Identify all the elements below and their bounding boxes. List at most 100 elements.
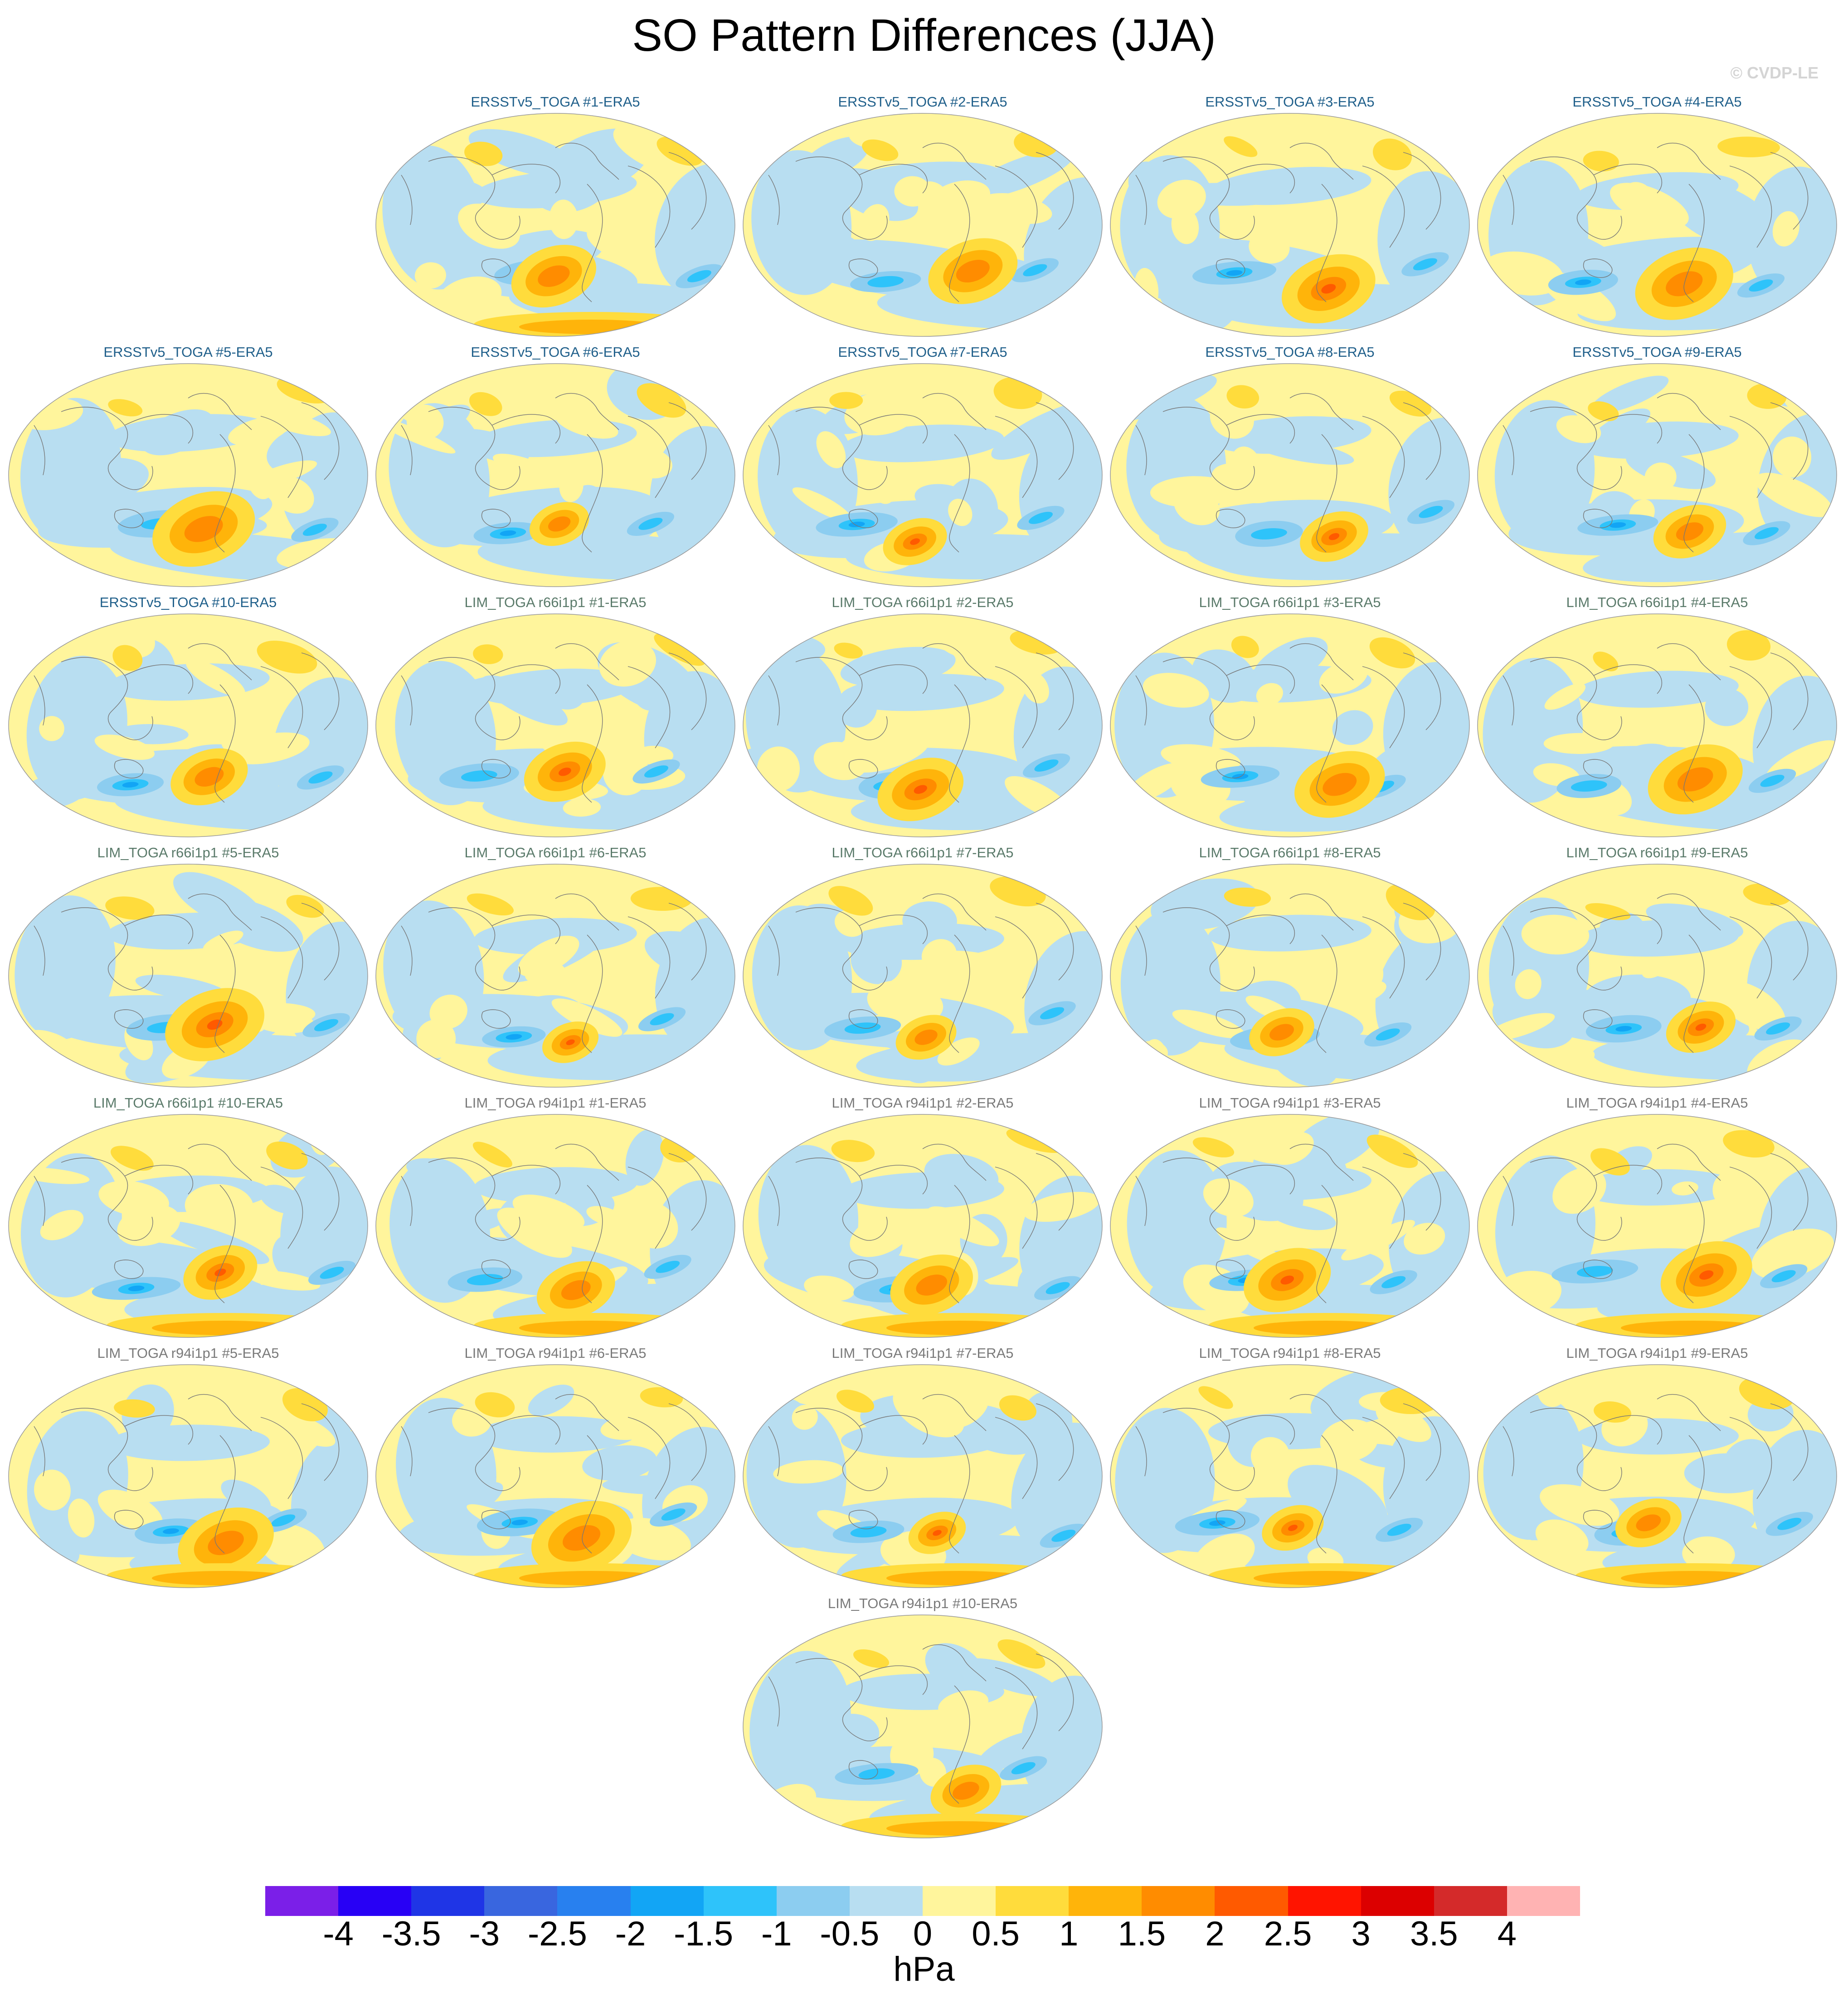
map-panel: LIM_TOGA r66i1p1 #10-ERA5 bbox=[7, 1092, 370, 1341]
map-panel: LIM_TOGA r66i1p1 #2-ERA5 bbox=[741, 591, 1104, 841]
map-globe bbox=[375, 613, 735, 837]
map-panel-title: ERSSTv5_TOGA #4-ERA5 bbox=[1572, 94, 1742, 110]
map-panel: ERSSTv5_TOGA #5-ERA5 bbox=[7, 341, 370, 590]
colorbar-tick-label: -1 bbox=[761, 1915, 792, 1953]
map-panel: LIM_TOGA r94i1p1 #9-ERA5 bbox=[1476, 1342, 1838, 1591]
map-globe bbox=[375, 864, 735, 1088]
colorbar-tick-label: 3 bbox=[1351, 1915, 1371, 1953]
map-panel-title: ERSSTv5_TOGA #2-ERA5 bbox=[838, 94, 1007, 110]
copyright-label: © CVDP-LE bbox=[1730, 63, 1819, 82]
map-globe bbox=[8, 613, 368, 837]
map-panel-title: ERSSTv5_TOGA #5-ERA5 bbox=[103, 344, 273, 360]
map-globe bbox=[1477, 1114, 1837, 1338]
colorbar-swatch bbox=[1069, 1886, 1142, 1916]
colorbar-swatch bbox=[776, 1886, 850, 1916]
map-panel: ERSSTv5_TOGA #4-ERA5 bbox=[1476, 91, 1838, 340]
map-panel-title: ERSSTv5_TOGA #1-ERA5 bbox=[471, 94, 640, 110]
map-globe bbox=[743, 1364, 1103, 1588]
colorbar-swatch bbox=[1215, 1886, 1289, 1916]
map-globe bbox=[1477, 1364, 1837, 1588]
map-globe bbox=[743, 613, 1103, 837]
colorbar-swatch bbox=[996, 1886, 1069, 1916]
colorbar-tick-label: -4 bbox=[323, 1915, 354, 1953]
map-globe bbox=[1477, 864, 1837, 1088]
map-globe bbox=[743, 1114, 1103, 1338]
map-globe bbox=[1477, 363, 1837, 587]
map-globe bbox=[1477, 613, 1837, 837]
map-panel: LIM_TOGA r94i1p1 #2-ERA5 bbox=[741, 1092, 1104, 1341]
colorbar-swatch bbox=[411, 1886, 485, 1916]
map-panel: LIM_TOGA r94i1p1 #8-ERA5 bbox=[1109, 1342, 1471, 1591]
colorbar-tick-label: -0.5 bbox=[820, 1915, 880, 1953]
map-panel: LIM_TOGA r66i1p1 #5-ERA5 bbox=[7, 841, 370, 1091]
colorbar-tick-label: 4 bbox=[1497, 1915, 1517, 1953]
colorbar-swatch bbox=[557, 1886, 631, 1916]
map-panel: LIM_TOGA r94i1p1 #5-ERA5 bbox=[7, 1342, 370, 1591]
map-panel-title: LIM_TOGA r66i1p1 #8-ERA5 bbox=[1199, 845, 1381, 861]
map-globe bbox=[1110, 363, 1470, 587]
map-panel: LIM_TOGA r94i1p1 #7-ERA5 bbox=[741, 1342, 1104, 1591]
colorbar-swatch bbox=[1434, 1886, 1508, 1916]
colorbar-tick-label: -2.5 bbox=[527, 1915, 587, 1953]
map-panel: ERSSTv5_TOGA #7-ERA5 bbox=[741, 341, 1104, 590]
map-panel-title: LIM_TOGA r94i1p1 #6-ERA5 bbox=[464, 1345, 647, 1361]
map-panel: ERSSTv5_TOGA #10-ERA5 bbox=[7, 591, 370, 841]
colorbar-tick-label: -2 bbox=[615, 1915, 646, 1953]
map-globe bbox=[8, 1114, 368, 1338]
map-panel-title: LIM_TOGA r94i1p1 #2-ERA5 bbox=[832, 1095, 1014, 1111]
colorbar-tick-label: -3.5 bbox=[381, 1915, 441, 1953]
colorbar-swatch bbox=[484, 1886, 558, 1916]
map-globe bbox=[375, 113, 735, 337]
map-panel-title: LIM_TOGA r66i1p1 #10-ERA5 bbox=[93, 1095, 283, 1111]
map-globe bbox=[1110, 1364, 1470, 1588]
colorbar-swatch bbox=[630, 1886, 704, 1916]
colorbar-swatch bbox=[703, 1886, 777, 1916]
map-globe bbox=[1477, 113, 1837, 337]
map-panel-title: ERSSTv5_TOGA #3-ERA5 bbox=[1205, 94, 1375, 110]
colorbar-swatch bbox=[849, 1886, 923, 1916]
map-panel-title: ERSSTv5_TOGA #9-ERA5 bbox=[1572, 344, 1742, 360]
map-panel: ERSSTv5_TOGA #9-ERA5 bbox=[1476, 341, 1838, 590]
map-globe bbox=[1110, 864, 1470, 1088]
map-panel: ERSSTv5_TOGA #8-ERA5 bbox=[1109, 341, 1471, 590]
map-panel: LIM_TOGA r94i1p1 #6-ERA5 bbox=[374, 1342, 737, 1591]
map-panel: LIM_TOGA r94i1p1 #3-ERA5 bbox=[1109, 1092, 1471, 1341]
map-panel-title: LIM_TOGA r66i1p1 #4-ERA5 bbox=[1566, 594, 1748, 610]
map-globe bbox=[8, 363, 368, 587]
map-panel-title: LIM_TOGA r66i1p1 #3-ERA5 bbox=[1199, 594, 1381, 610]
colorbar-tick-label: 0 bbox=[913, 1915, 933, 1953]
map-panel-title: ERSSTv5_TOGA #7-ERA5 bbox=[838, 344, 1007, 360]
map-globe bbox=[375, 1364, 735, 1588]
map-panel-title: LIM_TOGA r66i1p1 #9-ERA5 bbox=[1566, 845, 1748, 861]
colorbar-swatch bbox=[265, 1886, 339, 1916]
map-panel: ERSSTv5_TOGA #1-ERA5 bbox=[374, 91, 737, 340]
map-panel-title: LIM_TOGA r94i1p1 #1-ERA5 bbox=[464, 1095, 647, 1111]
map-panel-title: LIM_TOGA r94i1p1 #7-ERA5 bbox=[832, 1345, 1014, 1361]
map-panel: ERSSTv5_TOGA #2-ERA5 bbox=[741, 91, 1104, 340]
colorbar-swatch bbox=[338, 1886, 412, 1916]
map-globe bbox=[8, 864, 368, 1088]
colorbar-tick-label: -3 bbox=[469, 1915, 500, 1953]
colorbar-swatch bbox=[1507, 1886, 1581, 1916]
colorbar-tick-label: 2.5 bbox=[1264, 1915, 1312, 1953]
map-globe bbox=[375, 363, 735, 587]
map-panel: ERSSTv5_TOGA #3-ERA5 bbox=[1109, 91, 1471, 340]
colorbar-swatch bbox=[1361, 1886, 1435, 1916]
map-panel: LIM_TOGA r66i1p1 #4-ERA5 bbox=[1476, 591, 1838, 841]
map-panel-title: LIM_TOGA r94i1p1 #9-ERA5 bbox=[1566, 1345, 1748, 1361]
map-panel-title: LIM_TOGA r66i1p1 #1-ERA5 bbox=[464, 594, 647, 610]
colorbar-swatch bbox=[1288, 1886, 1362, 1916]
colorbar-tick-label: -1.5 bbox=[674, 1915, 734, 1953]
map-panel: LIM_TOGA r66i1p1 #9-ERA5 bbox=[1476, 841, 1838, 1091]
map-panel: LIM_TOGA r94i1p1 #10-ERA5 bbox=[741, 1592, 1104, 1842]
colorbar-tick-label: 3.5 bbox=[1410, 1915, 1458, 1953]
map-panel-title: ERSSTv5_TOGA #8-ERA5 bbox=[1205, 344, 1375, 360]
map-panel-title: LIM_TOGA r94i1p1 #10-ERA5 bbox=[827, 1595, 1018, 1611]
colorbar-swatch bbox=[923, 1886, 996, 1916]
map-globe bbox=[743, 864, 1103, 1088]
map-panel-title: ERSSTv5_TOGA #6-ERA5 bbox=[471, 344, 640, 360]
map-globe bbox=[8, 1364, 368, 1588]
map-panel-title: LIM_TOGA r94i1p1 #4-ERA5 bbox=[1566, 1095, 1748, 1111]
map-globe bbox=[1110, 113, 1470, 337]
map-panel: LIM_TOGA r66i1p1 #1-ERA5 bbox=[374, 591, 737, 841]
